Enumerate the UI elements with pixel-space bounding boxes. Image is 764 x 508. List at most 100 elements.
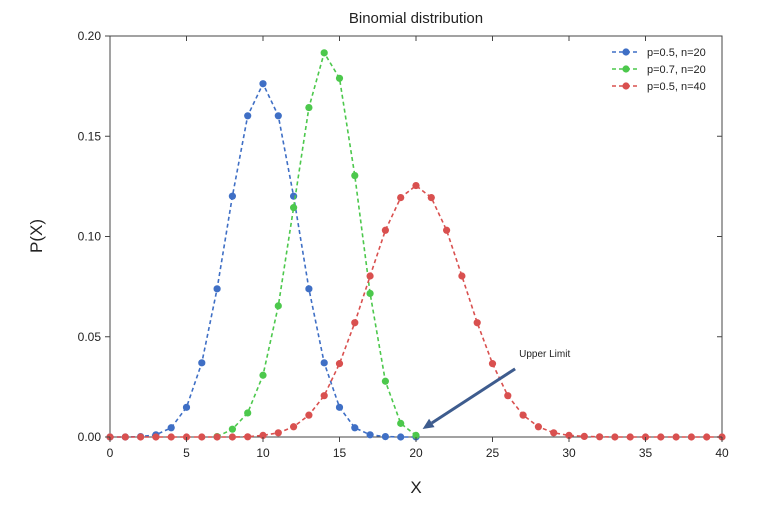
data-point: [335, 74, 344, 82]
plot-frame: [109, 35, 723, 438]
y-tick-label: 0.05: [78, 330, 102, 344]
x-tick-label: 5: [183, 446, 190, 460]
series: [106, 181, 726, 441]
y-axis-label: P(X): [27, 219, 46, 253]
data-point: [274, 112, 282, 120]
legend: p=0.5, n=20 p=0.7, n=20 p=0.5, n=40: [612, 47, 706, 93]
data-point: [182, 403, 191, 411]
x-tick-label: 20: [409, 446, 423, 460]
data-point: [443, 226, 451, 234]
data-point: [244, 112, 252, 120]
data-point: [167, 424, 175, 432]
x-tick-label: 10: [256, 446, 270, 460]
data-point: [412, 181, 420, 190]
data-point: [320, 392, 328, 400]
x-tick-label: 30: [562, 446, 576, 460]
x-axis: 0 5 10 15 20 25 30 35 40: [107, 36, 729, 460]
data-point: [259, 80, 267, 88]
data-point: [397, 194, 405, 202]
data-point: [305, 285, 313, 293]
data-point: [397, 419, 405, 427]
data-point: [228, 192, 236, 200]
data-point: [565, 431, 573, 439]
legend-marker: [622, 48, 630, 56]
data-point: [152, 433, 160, 441]
series: [213, 49, 420, 441]
data-point: [244, 433, 252, 441]
data-point: [320, 359, 328, 367]
legend-marker: [622, 65, 630, 73]
data-point: [198, 433, 206, 441]
data-point: [351, 171, 359, 180]
data-point: [473, 319, 481, 327]
data-point: [121, 433, 129, 441]
data-point: [381, 377, 389, 385]
data-point: [228, 425, 236, 433]
data-point: [657, 433, 665, 441]
chart-title: Binomial distribution: [349, 10, 483, 27]
data-point: [213, 433, 221, 441]
data-point: [274, 302, 282, 310]
data-point: [228, 433, 236, 441]
y-tick-label: 0.10: [78, 230, 102, 244]
data-point: [137, 433, 145, 441]
legend-item: p=0.5, n=40: [612, 81, 706, 93]
data-point: [381, 432, 389, 441]
annotation-arrow-shaft: [430, 367, 516, 425]
series: [106, 80, 420, 441]
y-tick-label: 0.20: [78, 29, 102, 43]
annotation-text: Upper Limit: [519, 349, 570, 360]
data-point: [366, 431, 374, 439]
data-point: [259, 371, 267, 379]
data-point: [381, 226, 389, 234]
x-tick-label: 25: [486, 446, 500, 460]
annotation-arrow-head: [422, 418, 435, 429]
data-point: [167, 433, 175, 441]
data-point: [687, 433, 696, 441]
data-point: [305, 103, 313, 112]
data-point: [335, 360, 344, 368]
data-point: [351, 424, 359, 432]
x-tick-label: 40: [715, 446, 729, 460]
data-point: [290, 423, 298, 431]
data-point: [703, 433, 711, 441]
data-point: [397, 433, 405, 441]
data-point: [305, 411, 313, 419]
data-point: [366, 272, 374, 280]
plot-area: [109, 35, 723, 438]
data-point: [596, 433, 604, 441]
legend-label: p=0.7, n=20: [647, 64, 706, 76]
data-point: [320, 49, 328, 57]
legend-item: p=0.7, n=20: [612, 64, 706, 76]
x-tick-label: 35: [639, 446, 653, 460]
data-point: [213, 285, 221, 293]
y-axis: 0.00 0.05 0.10 0.15 0.20: [78, 29, 722, 444]
series-line: [216, 50, 417, 438]
data-point: [611, 433, 619, 441]
data-point: [458, 272, 466, 280]
data-point: [366, 289, 374, 298]
data-point: [519, 411, 527, 419]
legend-label: p=0.5, n=20: [647, 47, 706, 59]
data-point: [198, 359, 206, 367]
x-tick-label: 0: [107, 446, 114, 460]
data-point: [290, 204, 298, 212]
y-tick-label: 0.00: [78, 430, 102, 444]
legend-item: p=0.5, n=20: [612, 47, 706, 59]
series-layer: [106, 49, 726, 441]
x-tick-label: 15: [333, 446, 347, 460]
legend-marker: [622, 82, 630, 90]
data-point: [626, 433, 634, 441]
data-point: [672, 433, 680, 441]
data-point: [244, 409, 252, 417]
data-point: [534, 423, 543, 431]
data-point: [351, 319, 359, 327]
data-point: [580, 432, 588, 440]
series-line: [110, 184, 722, 438]
data-point: [259, 431, 267, 439]
data-point: [488, 360, 497, 368]
data-point: [550, 429, 558, 437]
data-point: [412, 431, 420, 439]
data-point: [427, 194, 435, 202]
